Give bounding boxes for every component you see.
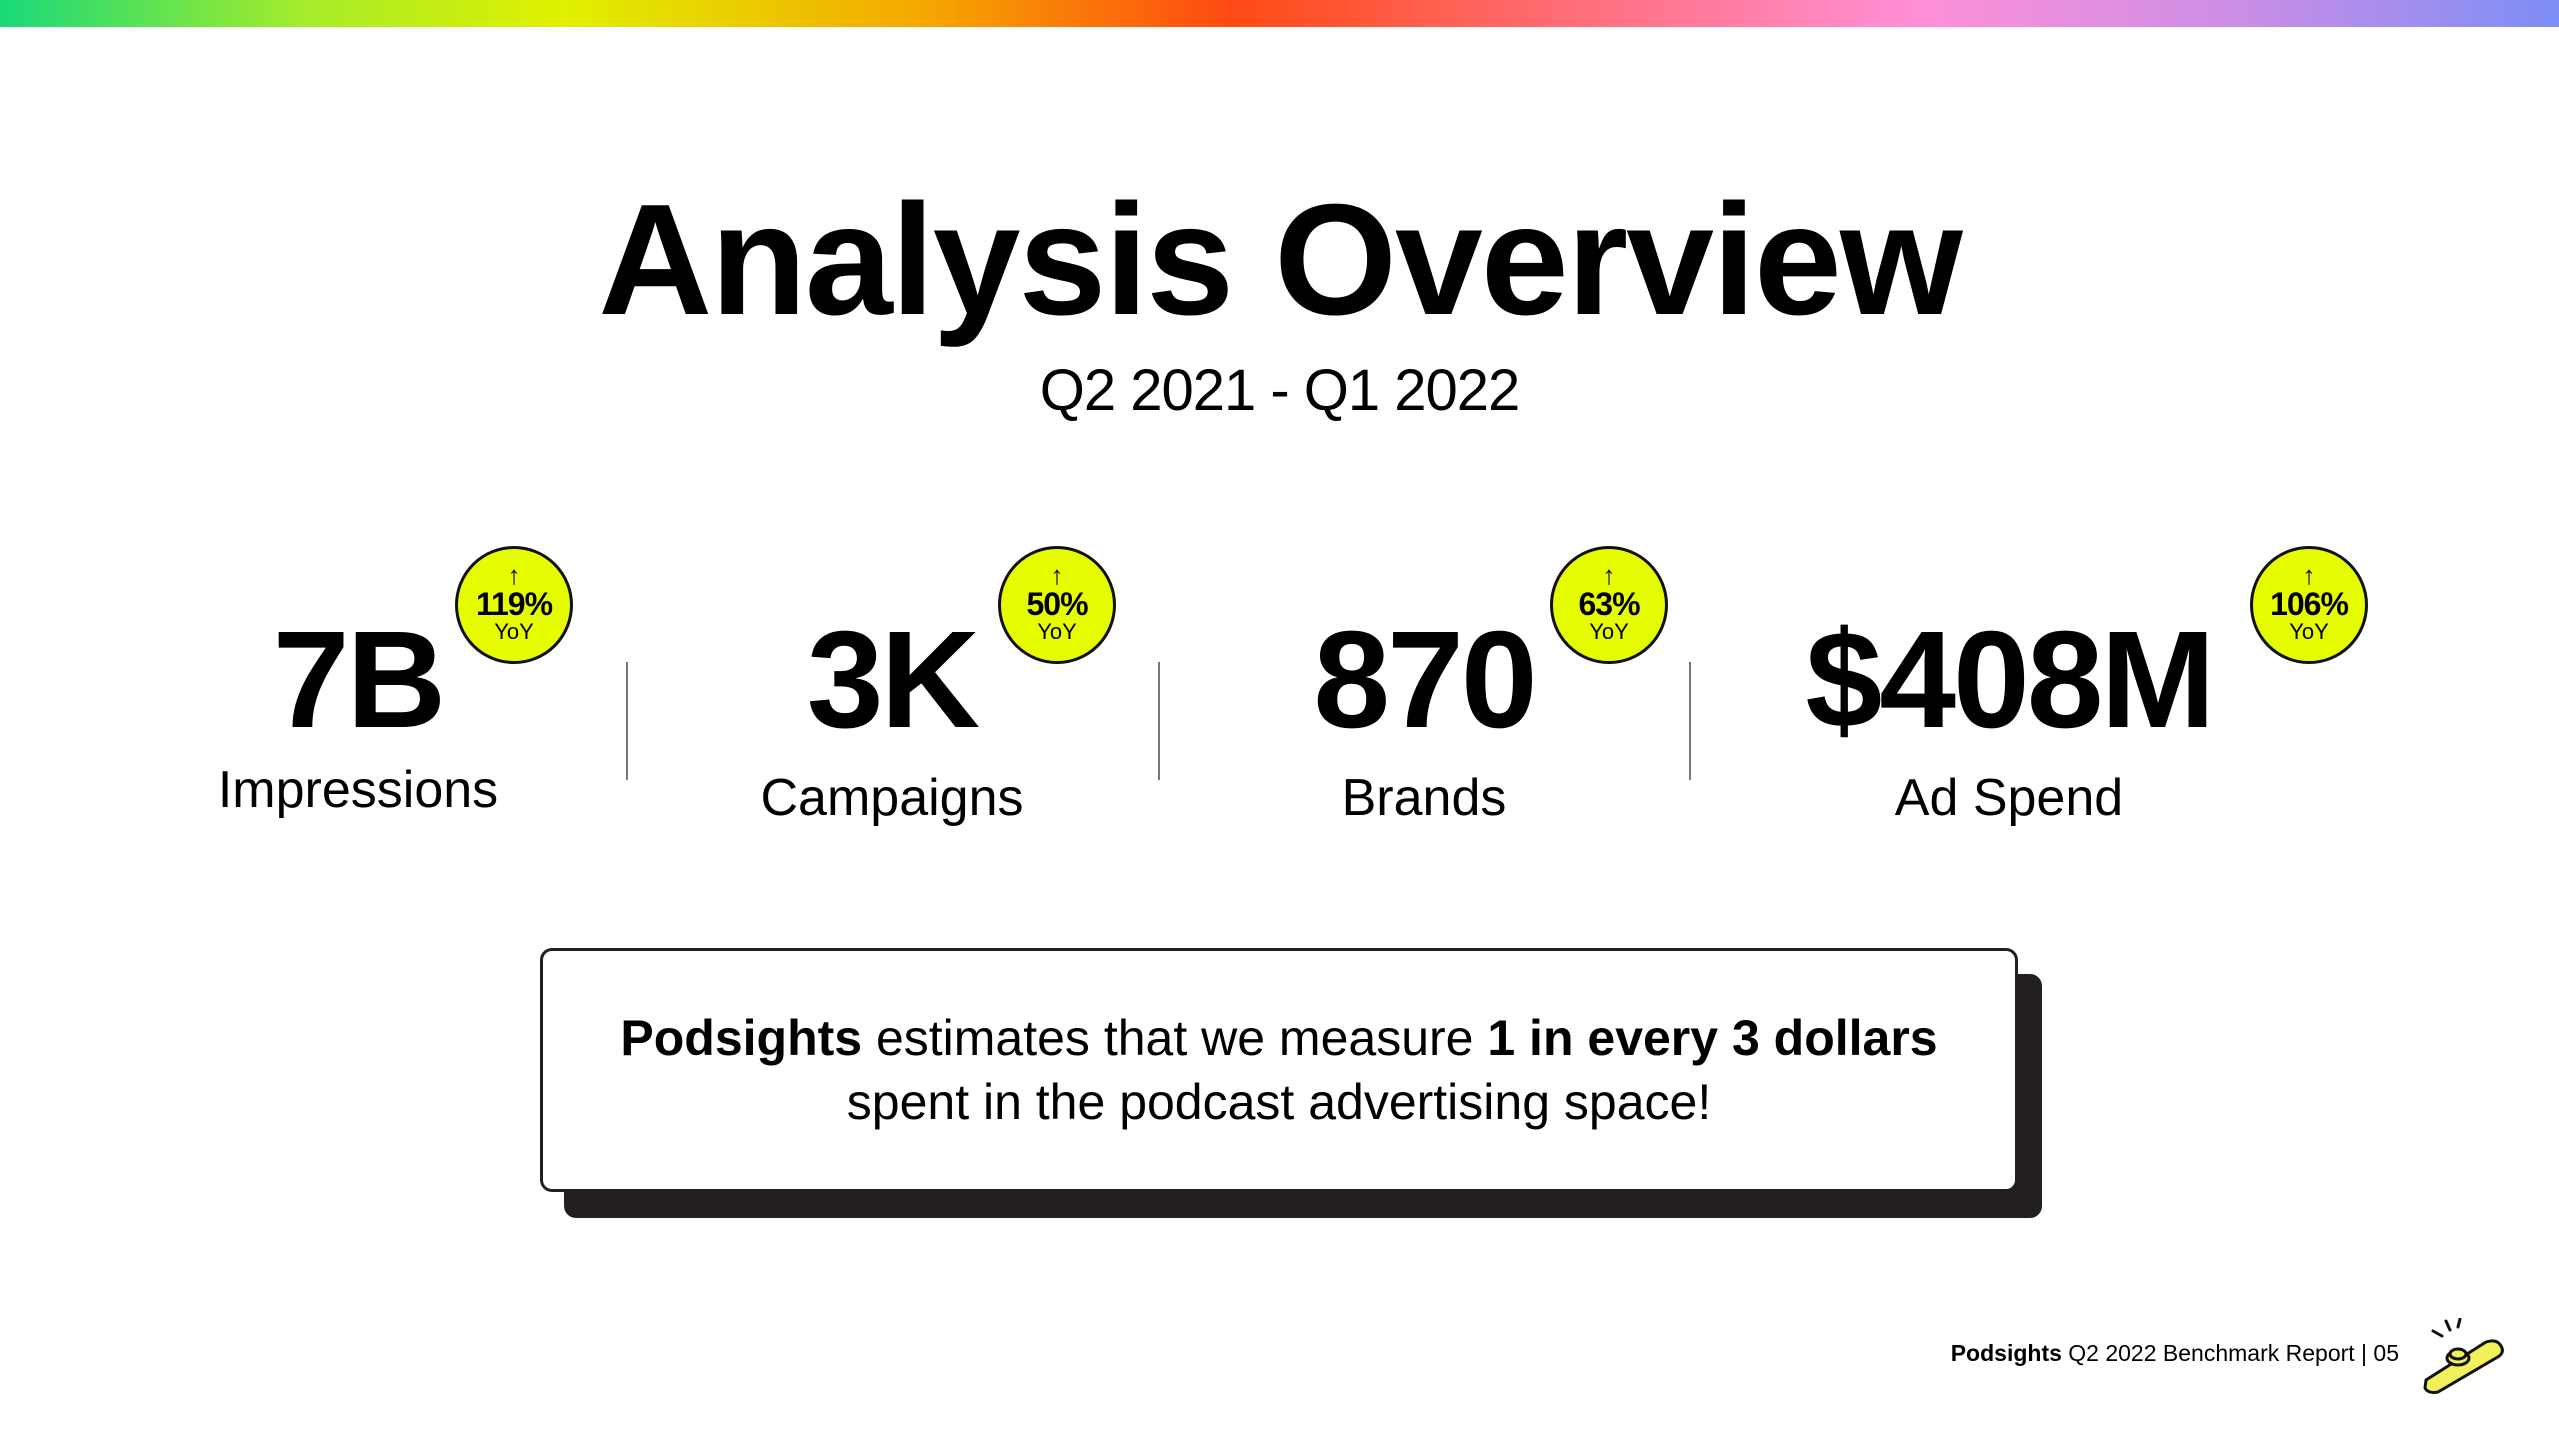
footer-brand: Podsights [1950,1340,2062,1366]
stat-value: $408M [1805,603,2216,757]
kazoo-logo-icon [2423,1318,2504,1394]
callout-brand: Podsights [620,1010,863,1066]
footer-report-label: Podsights Q2 2022 Benchmark Report | 05 [1951,1338,2399,1368]
page-subtitle: Q2 2021 - Q1 2022 [1039,358,1521,423]
yoy-percent: 106% [2270,586,2349,622]
stat-brands: 870 Brands [1144,600,1704,828]
stat-value: 870 [1313,603,1537,757]
yoy-label: YoY [1589,619,1629,644]
stat-ad-spend: $408M Ad Spend [1729,600,2289,828]
stat-divider [626,662,628,780]
stat-divider [1158,662,1160,780]
arrow-up-icon: ↑ [1050,560,1064,590]
top-gradient-bar [0,0,2559,27]
callout-highlight: 1 in every 3 dollars [1487,1010,1938,1066]
yoy-label: YoY [2289,619,2329,644]
yoy-label: YoY [1037,619,1077,644]
stat-label: Impressions [217,761,499,819]
yoy-percent: 63% [1578,586,1640,622]
yoy-label: YoY [494,619,534,644]
stat-label: Campaigns [760,769,1024,827]
yoy-badge-brands: ↑ 63% YoY [1550,546,1668,664]
callout-box: Podsights estimates that we measure 1 in… [540,948,2018,1192]
yoy-badge-campaigns: ↑ 50% YoY [998,546,1116,664]
yoy-badge-ad-spend: ↑ 106% YoY [2250,546,2368,664]
callout-text: estimates that we measure [862,1010,1488,1066]
page-title: Analysis Overview [598,172,1962,348]
stat-divider [1689,662,1691,780]
arrow-up-icon: ↑ [507,560,521,590]
yoy-badge-impressions: ↑ 119% YoY [455,546,573,664]
yoy-percent: 119% [475,586,553,622]
callout-line-1: Podsights estimates that we measure 1 in… [620,1006,1937,1070]
stat-impressions: 7B Impressions [78,600,638,820]
stat-value: 7B [272,603,446,757]
callout-line-2: spent in the podcast advertising space! [846,1074,1712,1130]
stat-value: 3K [806,603,980,757]
stat-label: Ad Spend [1894,769,2124,827]
arrow-up-icon: ↑ [1602,560,1616,590]
arrow-up-icon: ↑ [2302,560,2316,590]
yoy-percent: 50% [1026,586,1088,622]
stat-campaigns: 3K Campaigns [612,600,1172,828]
stat-label: Brands [1341,769,1507,827]
footer-report: Q2 2022 Benchmark Report | 05 [2061,1340,2399,1366]
